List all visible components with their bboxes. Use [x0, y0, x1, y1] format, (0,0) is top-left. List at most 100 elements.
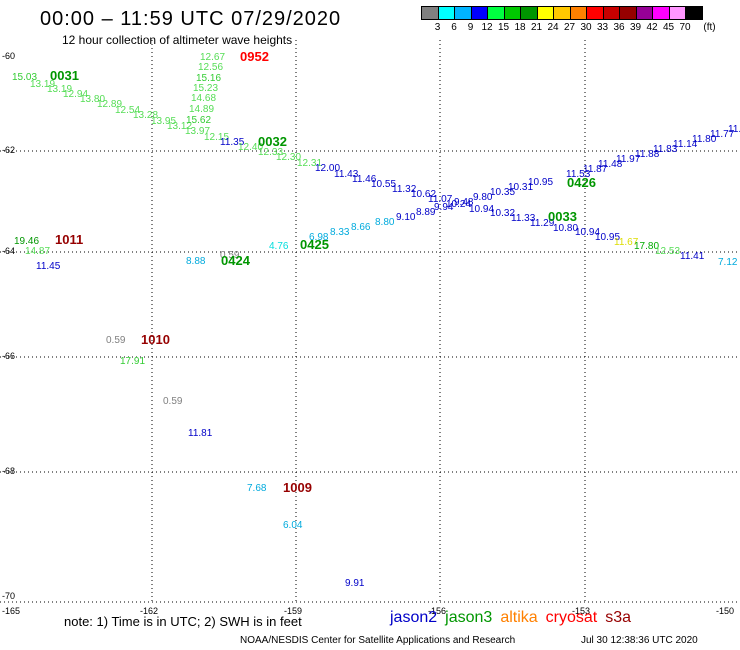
wave-height-value: 12.54 [115, 105, 140, 116]
wave-height-value: 17.80 [634, 241, 659, 252]
wave-height-value: 13.12 [167, 121, 192, 132]
latitude-label: -64 [2, 246, 15, 256]
pass-time-label: 0952 [240, 49, 269, 64]
credit-line: NOAA/NESDIS Center for Satellite Applica… [240, 635, 516, 646]
wave-height-value: 10.32 [490, 208, 515, 219]
color-scale-tick: 18 [514, 22, 526, 33]
wave-height-value: 11.97 [616, 154, 641, 165]
wave-height-value: 12.89 [97, 99, 122, 110]
wave-height-value: 17.91 [120, 356, 145, 367]
color-scale-tick: 9 [467, 22, 474, 33]
wave-height-value: 0.59 [163, 396, 183, 407]
wave-height-value: 12.00 [315, 163, 340, 174]
wave-height-value: 11.29 [530, 218, 555, 229]
wave-height-value: 9.80 [473, 192, 493, 203]
pass-time-label: 0425 [300, 237, 329, 252]
wave-height-value: 14.87 [25, 246, 50, 257]
wave-height-value: 13.97 [185, 126, 210, 137]
wave-height-value: 15.03 [12, 72, 37, 83]
color-scale-tick: 24 [547, 22, 559, 33]
wave-height-value: 12.30 [276, 152, 301, 163]
wave-height-value: 10.94 [575, 227, 600, 238]
wave-height-value: 10.24 [446, 199, 471, 210]
wave-height-value: 13.80 [80, 94, 105, 105]
map-title: 00:00 – 11:59 UTC 07/29/2020 [40, 8, 342, 30]
wave-height-value: 11.33 [511, 213, 536, 224]
wave-height-value: 12.67 [200, 52, 225, 63]
wave-height-value: 12.56 [198, 62, 223, 73]
wave-height-readings: 15.0313.1913.1912.9413.8012.8912.5413.28… [12, 52, 740, 589]
color-scale-bar [421, 6, 703, 20]
pass-time-labels: 0952 0031 0032 0426 0033 0425 0424 1011 1010 1009 [50, 49, 596, 495]
wave-height-value: 10.94 [469, 204, 494, 215]
wave-height-value: 15.23 [193, 83, 218, 94]
wave-height-value: 12.33 [258, 147, 283, 158]
wave-height-value: 14.68 [191, 93, 216, 104]
wave-height-value: 13.19 [30, 79, 55, 90]
longitude-label: -159 [284, 606, 302, 616]
wave-height-value: 10.35 [490, 187, 515, 198]
wave-height-value: 11.67 [614, 237, 639, 248]
wave-height-value: 8.66 [351, 222, 371, 233]
wave-height-value: 6.98 [309, 232, 329, 243]
generated-timestamp: Jul 30 12:38:36 UTC 2020 [581, 635, 698, 646]
pass-time-label: 0424 [221, 253, 251, 268]
wave-height-value: 9.48 [454, 197, 474, 208]
color-scale-tick: 70 [679, 22, 691, 33]
wave-height-value: 14.89 [189, 104, 214, 115]
wave-height-value: 13.95 [151, 116, 176, 127]
pass-time-label: 1011 [55, 232, 83, 247]
wave-height-value: 10.31 [508, 182, 533, 193]
color-scale-tick: 33 [596, 22, 609, 33]
wave-height-value: 7.68 [247, 483, 267, 494]
color-scale-tick: 15 [497, 22, 510, 33]
pass-time-label: 1009 [283, 480, 312, 495]
wave-height-value: 11.48 [598, 159, 623, 170]
longitude-label: -156 [428, 606, 446, 616]
color-scale-tick: 45 [662, 22, 675, 33]
color-scale-labels: 3 6 9 12 15 18 21 24 27 30 33 36 39 42 45 70 (ft) [421, 22, 740, 34]
color-scale-unit: (ft) [703, 22, 716, 33]
wave-height-value: 12.31 [297, 158, 322, 169]
wave-height-value: 8.88 [186, 256, 206, 267]
wave-height-value: 0.59 [106, 335, 126, 346]
wave-height-value: 15.16 [196, 73, 221, 84]
wave-height-value: 11.45 [36, 261, 61, 272]
legend-entry-jason3: jason3 [445, 609, 493, 626]
wave-height-value: 9.91 [345, 578, 365, 589]
wave-height-value: 19.46 [14, 236, 39, 247]
color-scale-tick: 42 [646, 22, 658, 33]
wave-height-value: 11.32 [392, 184, 417, 195]
wave-height-value: 7.12 [718, 257, 738, 268]
pass-time-label: 1010 [141, 332, 170, 347]
wave-height-value: 0.59 [220, 250, 240, 261]
wave-height-value: 10.95 [595, 232, 620, 243]
map-subtitle: 12 hour collection of altimeter wave hei… [62, 33, 293, 47]
longitude-label: -162 [140, 606, 158, 616]
longitude-label: -150 [716, 606, 734, 616]
wave-height-value: 12.94 [63, 89, 88, 100]
wave-height-value: 13.19 [47, 84, 72, 95]
color-scale-tick: 39 [629, 22, 642, 33]
wave-height-value: 8.80 [375, 217, 395, 228]
latitude-label: -68 [2, 466, 15, 476]
color-scale-tick: 36 [613, 22, 625, 33]
lat-lon-grid [0, 40, 740, 603]
color-scale-tick: 12 [481, 22, 493, 33]
wave-height-value: 11.87 [583, 164, 608, 175]
latitude-label: -66 [2, 351, 15, 361]
latitude-label: -70 [2, 591, 15, 601]
wave-height-value: 11.06 [728, 124, 740, 135]
pass-time-label: 0426 [567, 175, 596, 190]
longitude-label: -165 [2, 606, 20, 616]
wave-height-value: 8.89 [416, 207, 436, 218]
wave-height-value: 15.62 [186, 115, 211, 126]
wave-height-value: 12.40 [238, 142, 263, 153]
wave-height-value: 9.10 [396, 212, 416, 223]
wave-height-value: 11.77 [710, 129, 735, 140]
wave-height-value: 11.43 [334, 169, 359, 180]
legend-entry-altika: altika [500, 609, 538, 626]
pass-time-label: 0031 [50, 68, 79, 83]
wave-height-value: 6.04 [283, 520, 303, 531]
